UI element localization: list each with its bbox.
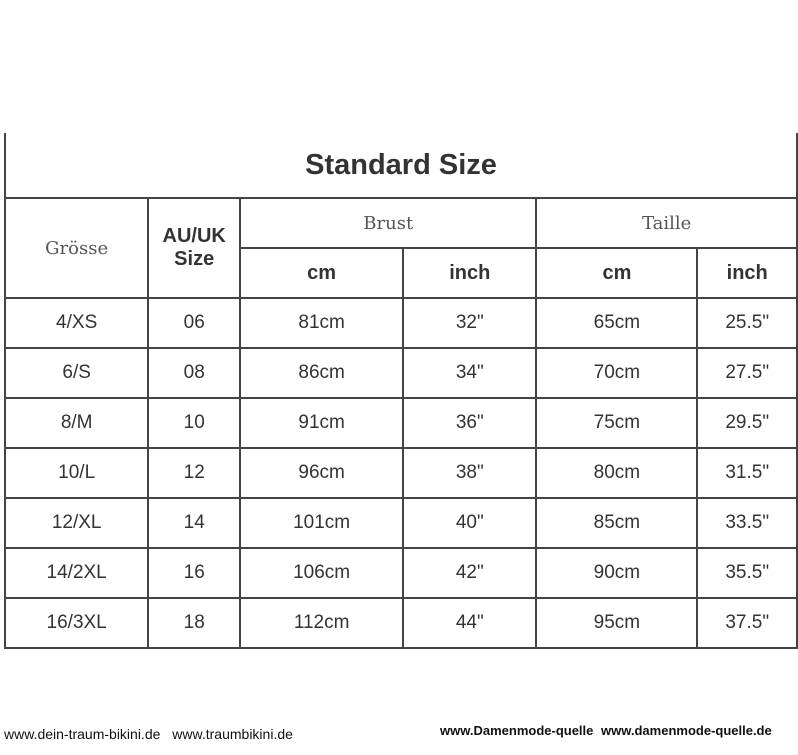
table-cell: 42" (402, 547, 538, 599)
table-cell: 40" (402, 497, 538, 549)
table-cell: 08 (147, 347, 242, 399)
table-cell: 96cm (239, 447, 405, 499)
size-chart-table: Standard Size Grösse AU/UK Size Brust Tai… (3, 133, 798, 649)
table-cell: 6/S (3, 347, 150, 399)
table-cell: 90cm (535, 547, 699, 599)
table-cell: 12/XL (3, 497, 150, 549)
table-cell: 29.5" (696, 397, 798, 449)
table-cell: 4/XS (3, 297, 150, 349)
table-cell: 10 (147, 397, 242, 449)
watermark-right-b: www.damenmode-quelle.de (601, 723, 772, 738)
table-row: 12/XL 14 101cm 40" 85cm 33.5" (3, 497, 798, 549)
table-cell: 85cm (535, 497, 699, 549)
header-taille-inch: inch (696, 247, 798, 299)
table-cell: 36" (402, 397, 538, 449)
table-row: 10/L 12 96cm 38" 80cm 31.5" (3, 447, 798, 499)
header-size: Grösse (3, 197, 150, 299)
table-title: Standard Size (4, 133, 798, 199)
table-row: 16/3XL 18 112cm 44" 95cm 37.5" (3, 597, 798, 649)
watermark-right: www.Damenmode-quelle www.damenmode-quell… (440, 723, 772, 738)
table-cell: 112cm (239, 597, 405, 649)
table-row: 6/S 08 86cm 34" 70cm 27.5" (3, 347, 798, 399)
header-taille: Taille (535, 197, 798, 249)
header-brust-inch: inch (402, 247, 538, 299)
table-cell: 65cm (535, 297, 699, 349)
header-au-uk-line1: AU/UK (162, 225, 226, 247)
table-cell: 95cm (535, 597, 699, 649)
table-cell: 106cm (239, 547, 405, 599)
table-cell: 18 (147, 597, 242, 649)
header-taille-cm: cm (535, 247, 699, 299)
table-cell: 34" (402, 347, 538, 399)
table-cell: 38" (402, 447, 538, 499)
table-cell: 14/2XL (3, 547, 150, 599)
table-cell: 80cm (535, 447, 699, 499)
table-cell: 37.5" (696, 597, 798, 649)
table-cell: 35.5" (696, 547, 798, 599)
table-cell: 31.5" (696, 447, 798, 499)
table-cell: 14 (147, 497, 242, 549)
watermark-left-a: www.dein-traum-bikini.de (4, 726, 161, 742)
table-cell: 70cm (535, 347, 699, 399)
table-cell: 101cm (239, 497, 405, 549)
table-cell: 81cm (239, 297, 405, 349)
table-cell: 06 (147, 297, 242, 349)
header-brust-cm: cm (239, 247, 405, 299)
header-brust: Brust (239, 197, 538, 249)
header-au-uk-line2: Size (174, 248, 215, 270)
table-cell: 32" (402, 297, 538, 349)
table-cell: 16/3XL (3, 597, 150, 649)
header-au-uk: AU/UK Size (147, 197, 242, 299)
table-row: 8/M 10 91cm 36" 75cm 29.5" (3, 397, 798, 449)
table-row: 14/2XL 16 106cm 42" 90cm 35.5" (3, 547, 798, 599)
table-cell: 10/L (3, 447, 150, 499)
table-row: 4/XS 06 81cm 32" 65cm 25.5" (3, 297, 798, 349)
watermark-left: www.dein-traum-bikini.de www.traumbikini… (4, 726, 293, 742)
table-cell: 86cm (239, 347, 405, 399)
table-cell: 33.5" (696, 497, 798, 549)
watermark-left-b: www.traumbikini.de (172, 726, 293, 742)
table-cell: 75cm (535, 397, 699, 449)
table-cell: 25.5" (696, 297, 798, 349)
table-cell: 8/M (3, 397, 150, 449)
watermark-right-a: www.Damenmode-quelle (440, 723, 594, 738)
table-cell: 12 (147, 447, 242, 499)
table-cell: 44" (402, 597, 538, 649)
table-cell: 27.5" (696, 347, 798, 399)
table-cell: 91cm (239, 397, 405, 449)
table-cell: 16 (147, 547, 242, 599)
